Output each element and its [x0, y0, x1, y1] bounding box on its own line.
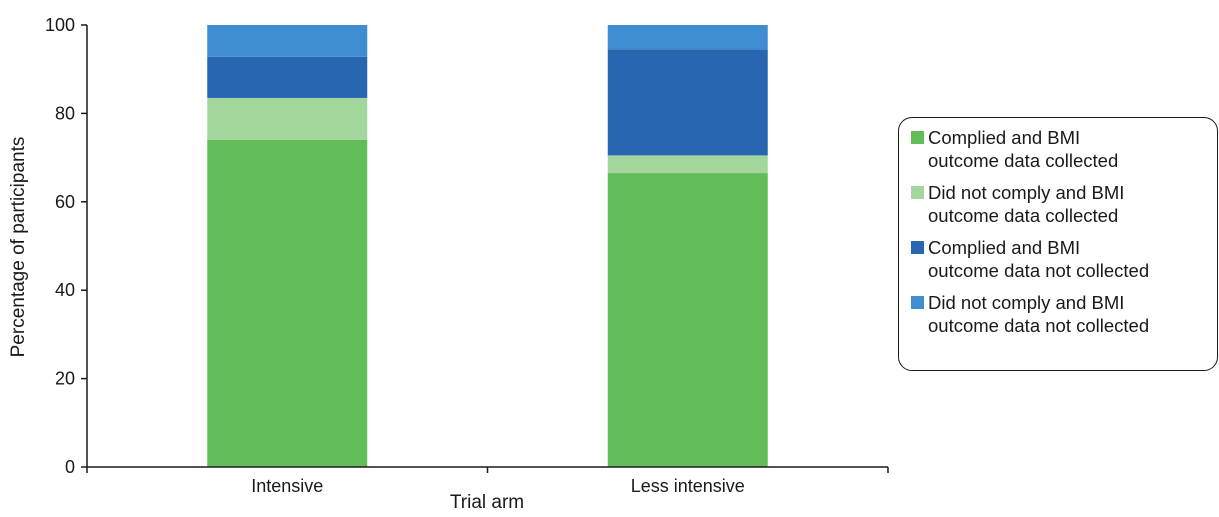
x-axis-title: Trial arm [450, 492, 524, 513]
legend-label: Complied and BMI outcome data collected [928, 127, 1119, 171]
legend-swatch [911, 241, 924, 254]
y-tick-label: 60 [55, 192, 75, 212]
bar-segment [607, 155, 768, 174]
bar-segment [607, 49, 768, 156]
legend-item: Did not comply and BMI outcome data coll… [911, 181, 1217, 227]
x-tick-label: Less intensive [631, 476, 745, 496]
bar-segment [207, 97, 368, 140]
legend-label: Complied and BMI outcome data not collec… [928, 237, 1150, 281]
legend-swatch [911, 186, 924, 199]
bar-segment [607, 25, 768, 50]
y-tick-label: 80 [55, 103, 75, 123]
y-axis-ticks: 0 20 40 60 80 100 [45, 15, 87, 477]
y-axis-title: Percentage of participants [8, 137, 29, 358]
legend-swatch [911, 296, 924, 309]
bar-segment [207, 56, 368, 98]
legend-item: Did not comply and BMI outcome data not … [911, 291, 1217, 337]
y-tick-label: 40 [55, 280, 75, 300]
bar-segment [607, 173, 768, 467]
bar-segment [207, 139, 368, 468]
y-tick-label: 20 [55, 369, 75, 389]
y-tick-label: 100 [45, 15, 75, 35]
bar-segment [207, 25, 368, 57]
x-axis-ticks: Intensive Less intensive [86, 467, 889, 496]
legend-item: Complied and BMI outcome data collected [911, 126, 1217, 172]
y-tick-label: 0 [65, 457, 75, 477]
legend-swatch [911, 131, 924, 144]
legend-item: Complied and BMI outcome data not collec… [911, 236, 1217, 282]
legend: Complied and BMI outcome data collected … [898, 117, 1218, 371]
x-tick-label: Intensive [251, 476, 323, 496]
legend-label: Did not comply and BMI outcome data coll… [928, 182, 1125, 226]
bars-group [207, 25, 768, 468]
legend-label: Did not comply and BMI outcome data not … [928, 292, 1150, 336]
